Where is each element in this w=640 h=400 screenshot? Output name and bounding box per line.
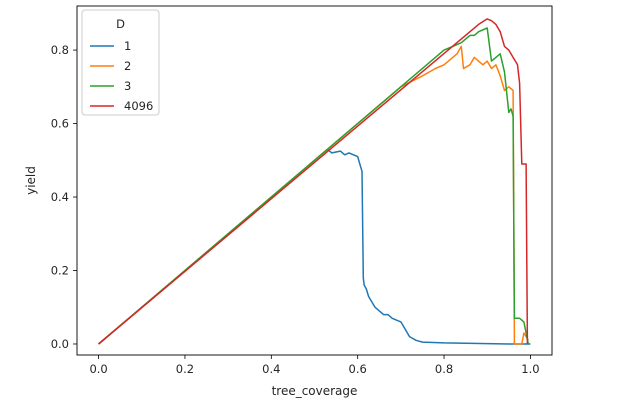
series-line-3 xyxy=(98,27,530,345)
x-tick-label: 0.2 xyxy=(176,362,194,376)
y-tick-label: 0.4 xyxy=(51,190,69,204)
series-line-2 xyxy=(98,45,529,345)
series-layer xyxy=(98,18,531,345)
plot-frame xyxy=(76,5,553,356)
x-tick-label: 0.4 xyxy=(262,362,280,376)
legend-box xyxy=(81,9,160,116)
legend: D 1 2 3 4096 xyxy=(81,9,160,116)
y-tick-label: 0.8 xyxy=(51,43,69,57)
legend-label-2: 2 xyxy=(124,59,131,73)
x-axis-label: tree_coverage xyxy=(272,384,358,398)
x-tick-label: 1.0 xyxy=(521,362,539,376)
x-tick-label: 0.0 xyxy=(89,362,107,376)
y-tick-label: 0.0 xyxy=(51,337,69,351)
legend-entries: 1 2 3 4096 xyxy=(90,39,153,113)
ticks-layer: 0.0 0.2 0.4 0.6 0.8 1.0 0.0 0.2 0.4 0.6 0.8 xyxy=(51,43,540,376)
series-line-4096 xyxy=(98,18,529,345)
x-tick-label: 0.6 xyxy=(349,362,367,376)
y-tick-label: 0.2 xyxy=(51,264,69,278)
y-tick-label: 0.6 xyxy=(51,117,69,131)
legend-label-1: 1 xyxy=(124,39,131,53)
legend-label-3: 3 xyxy=(124,79,131,93)
legend-title: D xyxy=(116,17,125,31)
y-axis-label: yield xyxy=(24,166,38,195)
legend-label-4096: 4096 xyxy=(124,99,153,113)
x-tick-label: 0.8 xyxy=(435,362,453,376)
series-line-1 xyxy=(98,148,531,345)
